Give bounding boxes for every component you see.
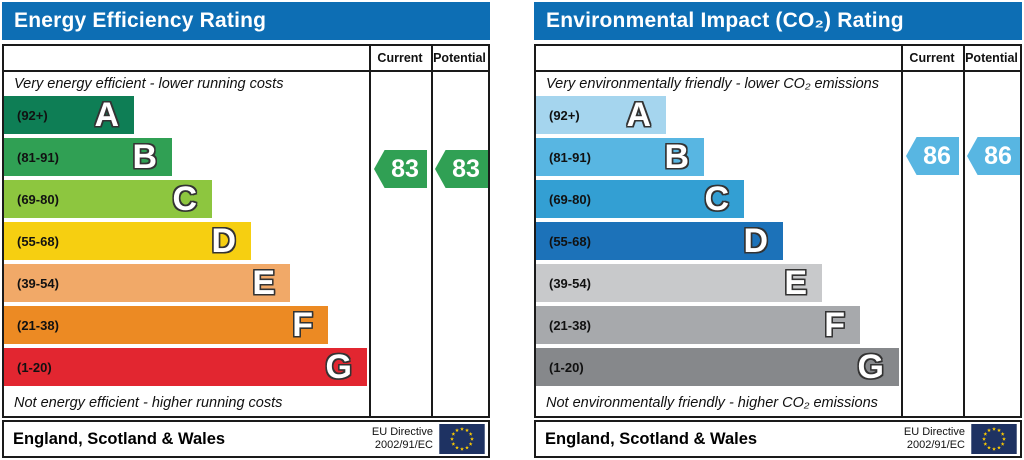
rating-table: Current Potential Very energy efficient … bbox=[2, 44, 490, 418]
band-range-label: (1-20) bbox=[17, 359, 52, 375]
rating-band-row: (55-68) D bbox=[536, 222, 899, 260]
rating-table: Current Potential Very environmentally f… bbox=[534, 44, 1022, 418]
panel-footer: England, Scotland & Wales EU Directive 20… bbox=[2, 420, 490, 458]
environmental-impact-panel: Environmental Impact (CO₂) Rating Curren… bbox=[534, 0, 1022, 460]
band-range-label: (21-38) bbox=[17, 317, 59, 333]
rating-band-bar: (81-91) B bbox=[4, 138, 172, 176]
region-label: England, Scotland & Wales bbox=[13, 429, 226, 448]
rating-band-row: (21-38) F bbox=[4, 306, 367, 344]
band-letter: G bbox=[857, 348, 884, 386]
rating-band-bar: (21-38) F bbox=[536, 306, 860, 344]
current-rating-value: 83 bbox=[391, 154, 419, 183]
rating-band-row: (21-38) F bbox=[536, 306, 899, 344]
top-caption: Very energy efficient - lower running co… bbox=[14, 76, 284, 92]
band-letter: B bbox=[664, 138, 689, 176]
band-letter: E bbox=[252, 264, 275, 302]
rating-band-row: (92+) A bbox=[4, 96, 367, 134]
current-rating-arrow: 83 bbox=[374, 150, 427, 188]
band-letter: F bbox=[292, 306, 313, 344]
rating-band-row: (55-68) D bbox=[4, 222, 367, 260]
band-range-label: (21-38) bbox=[549, 317, 591, 333]
rating-band-bar: (92+) A bbox=[4, 96, 134, 134]
band-letter: F bbox=[824, 306, 845, 344]
potential-rating-value: 86 bbox=[984, 141, 1012, 170]
rating-bands: (92+) A (81-91) B (69-80) C (55-68) D (3… bbox=[536, 96, 899, 386]
band-range-label: (81-91) bbox=[17, 149, 59, 165]
potential-rating-value: 83 bbox=[452, 154, 480, 183]
rating-band-bar: (39-54) E bbox=[536, 264, 822, 302]
band-letter: B bbox=[132, 138, 157, 176]
region-label: England, Scotland & Wales bbox=[545, 429, 758, 448]
band-range-label: (69-80) bbox=[17, 191, 59, 207]
current-column-header: Current bbox=[909, 51, 955, 65]
current-rating-arrow: 86 bbox=[906, 137, 959, 175]
eu-directive-label: EU Directive 2002/91/EC bbox=[371, 425, 433, 451]
band-range-label: (92+) bbox=[549, 107, 580, 123]
band-range-label: (55-68) bbox=[549, 233, 591, 249]
table-header-row: Current Potential bbox=[4, 46, 488, 72]
band-letter: A bbox=[94, 96, 119, 134]
bottom-caption: Not energy efficient - higher running co… bbox=[14, 395, 283, 411]
band-range-label: (39-54) bbox=[549, 275, 591, 291]
band-range-label: (39-54) bbox=[17, 275, 59, 291]
rating-band-bar: (39-54) E bbox=[4, 264, 290, 302]
column-divider bbox=[369, 46, 371, 416]
rating-band-row: (69-80) C bbox=[536, 180, 899, 218]
rating-band-row: (1-20) G bbox=[536, 348, 899, 386]
rating-band-row: (1-20) G bbox=[4, 348, 367, 386]
rating-band-row: (69-80) C bbox=[4, 180, 367, 218]
rating-band-bar: (69-80) C bbox=[4, 180, 212, 218]
top-caption: Very environmentally friendly - lower CO… bbox=[546, 76, 879, 92]
rating-band-bar: (1-20) G bbox=[4, 348, 367, 386]
rating-band-row: (39-54) E bbox=[4, 264, 367, 302]
band-letter: D bbox=[743, 222, 768, 260]
potential-rating-arrow: 86 bbox=[967, 137, 1020, 175]
panel-title: Energy Efficiency Rating bbox=[2, 2, 490, 40]
eu-flag-icon bbox=[971, 424, 1017, 454]
potential-rating-arrow: 83 bbox=[435, 150, 488, 188]
rating-band-bar: (55-68) D bbox=[4, 222, 251, 260]
band-letter: G bbox=[325, 348, 352, 386]
potential-column-header: Potential bbox=[433, 51, 486, 65]
panel-title: Environmental Impact (CO₂) Rating bbox=[534, 2, 1022, 40]
band-letter: E bbox=[784, 264, 807, 302]
rating-band-bar: (55-68) D bbox=[536, 222, 783, 260]
rating-band-bar: (21-38) F bbox=[4, 306, 328, 344]
rating-band-row: (92+) A bbox=[536, 96, 899, 134]
current-rating-value: 86 bbox=[923, 141, 951, 170]
rating-bands: (92+) A (81-91) B (69-80) C (55-68) D (3… bbox=[4, 96, 367, 386]
table-header-row: Current Potential bbox=[536, 46, 1020, 72]
band-letter: D bbox=[211, 222, 236, 260]
rating-band-bar: (81-91) B bbox=[536, 138, 704, 176]
rating-band-bar: (69-80) C bbox=[536, 180, 744, 218]
band-range-label: (69-80) bbox=[549, 191, 591, 207]
eu-directive-label: EU Directive 2002/91/EC bbox=[903, 425, 965, 451]
column-divider bbox=[963, 46, 965, 416]
rating-band-row: (39-54) E bbox=[536, 264, 899, 302]
rating-band-row: (81-91) B bbox=[536, 138, 899, 176]
column-divider bbox=[901, 46, 903, 416]
band-letter: A bbox=[626, 96, 651, 134]
rating-band-bar: (1-20) G bbox=[536, 348, 899, 386]
potential-column-header: Potential bbox=[965, 51, 1018, 65]
band-range-label: (1-20) bbox=[549, 359, 584, 375]
energy-efficiency-panel: Energy Efficiency Rating Current Potenti… bbox=[2, 0, 490, 460]
band-range-label: (55-68) bbox=[17, 233, 59, 249]
panel-footer: England, Scotland & Wales EU Directive 20… bbox=[534, 420, 1022, 458]
band-letter: C bbox=[172, 180, 197, 218]
column-divider bbox=[431, 46, 433, 416]
band-range-label: (81-91) bbox=[549, 149, 591, 165]
rating-band-bar: (92+) A bbox=[536, 96, 666, 134]
band-range-label: (92+) bbox=[17, 107, 48, 123]
eu-flag-icon bbox=[439, 424, 485, 454]
bottom-caption: Not environmentally friendly - higher CO… bbox=[546, 395, 878, 411]
band-letter: C bbox=[704, 180, 729, 218]
current-column-header: Current bbox=[377, 51, 423, 65]
rating-band-row: (81-91) B bbox=[4, 138, 367, 176]
